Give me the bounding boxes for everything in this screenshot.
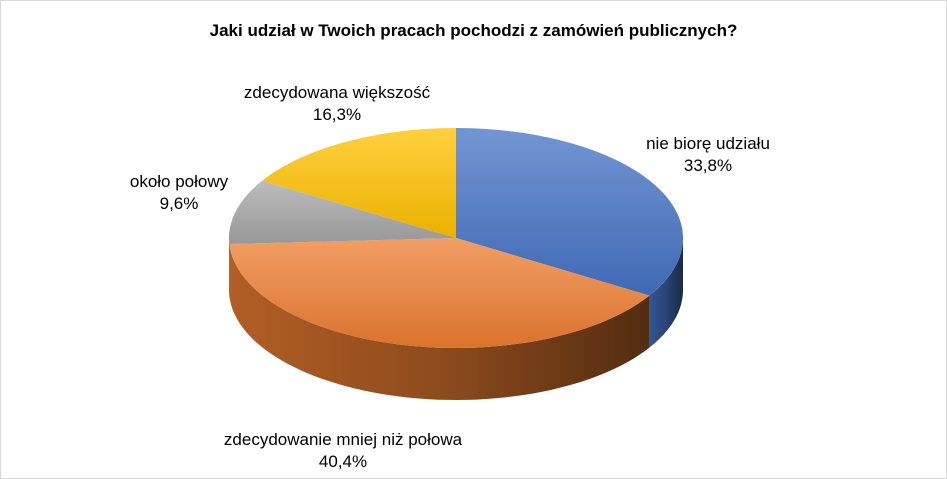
slice-name: zdecydowanie mniej niż połowa <box>223 430 463 449</box>
pie-slice-2 <box>229 180 456 244</box>
slice-name: zdecydowana większość <box>243 83 431 102</box>
pie-slice-side-1 <box>229 244 650 400</box>
slice-name: około połowy <box>129 172 229 191</box>
pie-slice-3 <box>262 128 456 238</box>
slice-value: 40,4% <box>318 452 368 471</box>
slice-label-3: zdecydowana większość 16,3% <box>244 82 430 126</box>
slice-name: nie biorę udziału <box>646 134 770 153</box>
pie-slice-0 <box>456 128 683 296</box>
slice-label-0: nie biorę udziału 33,8% <box>646 133 770 177</box>
slice-value: 9,6% <box>159 194 199 213</box>
slice-label-2: około połowy 9,6% <box>130 171 228 215</box>
slice-label-1: zdecydowanie mniej niż połowa 40,4% <box>224 429 462 473</box>
pie-slice-side-0 <box>649 238 683 348</box>
pie-slice-1 <box>229 238 650 348</box>
slice-value: 16,3% <box>312 105 362 124</box>
slice-value: 33,8% <box>683 156 733 175</box>
chart-title: Jaki udział w Twoich pracach pochodzi z … <box>209 21 738 40</box>
